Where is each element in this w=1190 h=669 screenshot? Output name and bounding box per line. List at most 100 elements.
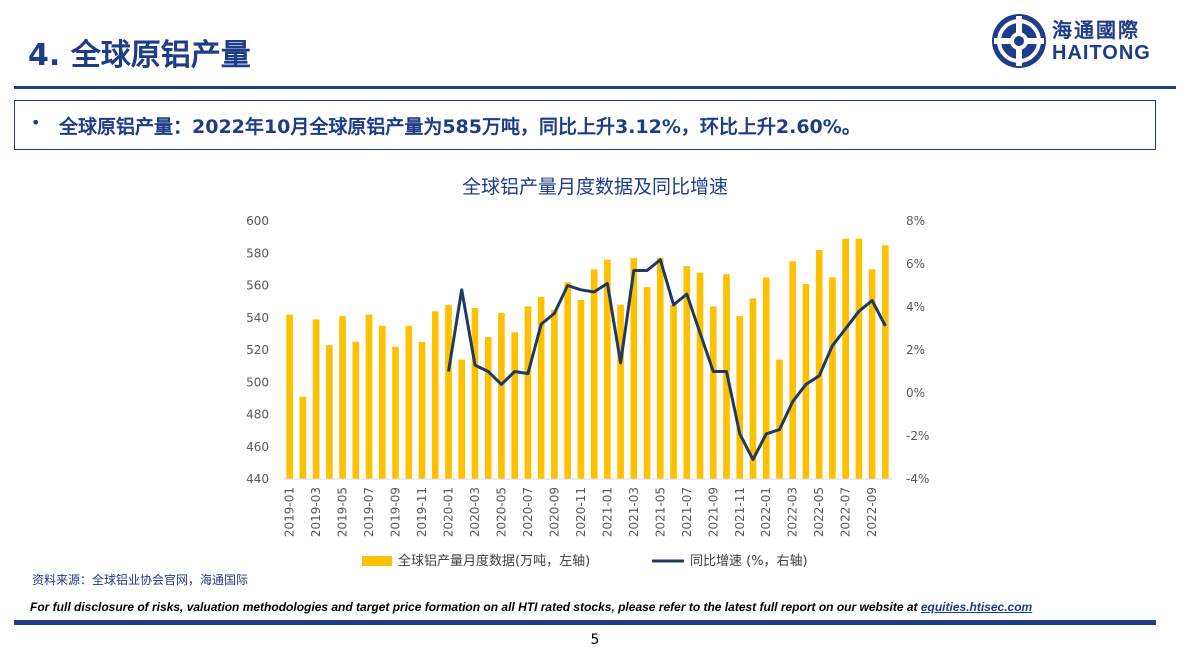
bar-2020-05 bbox=[498, 312, 505, 479]
bar-2020-07 bbox=[524, 306, 532, 479]
x-tick-label: 2022-01 bbox=[759, 487, 773, 537]
bar-2019-09 bbox=[392, 346, 399, 479]
y-left-tick-label: 460 bbox=[246, 440, 269, 454]
title-divider bbox=[14, 86, 1176, 89]
y-left-tick-label: 560 bbox=[246, 279, 269, 293]
bar-2020-09 bbox=[551, 309, 558, 479]
x-tick-label: 2021-07 bbox=[680, 487, 694, 537]
bar-2019-10 bbox=[405, 325, 413, 479]
y-left-tick-label: 580 bbox=[246, 246, 269, 260]
bar-2022-06 bbox=[829, 277, 836, 479]
y-left-tick-label: 500 bbox=[246, 375, 269, 389]
bar-2022-01 bbox=[762, 277, 770, 479]
page-title: 4. 全球原铝产量 bbox=[28, 38, 251, 73]
disclaimer: For full disclosure of risks, valuation … bbox=[30, 600, 1032, 614]
disclaimer-link[interactable]: equities.htisec.com bbox=[920, 600, 1033, 614]
legend-bar-swatch bbox=[362, 556, 392, 566]
bar-2021-04 bbox=[643, 287, 651, 479]
bar-2019-04 bbox=[326, 345, 333, 479]
x-tick-label: 2022-05 bbox=[812, 487, 826, 537]
y-right-tick-label: -2% bbox=[906, 429, 929, 443]
x-tick-label: 2020-01 bbox=[441, 487, 455, 537]
bar-2021-12 bbox=[749, 298, 757, 479]
bar-2022-10 bbox=[882, 245, 889, 479]
bar-2019-02 bbox=[299, 396, 307, 479]
x-tick-label: 2019-11 bbox=[415, 487, 429, 537]
bar-2019-03 bbox=[312, 319, 320, 479]
bar-2020-04 bbox=[484, 337, 492, 479]
bar-2022-07 bbox=[842, 238, 849, 479]
logo-chinese-text: 海通國際 bbox=[1052, 18, 1140, 42]
x-tick-label: 2020-05 bbox=[494, 487, 508, 537]
x-tick-label: 2021-03 bbox=[627, 487, 641, 537]
x-tick-label: 2020-03 bbox=[468, 487, 482, 537]
bar-2020-12 bbox=[590, 269, 598, 479]
bar-2021-03 bbox=[630, 258, 638, 479]
x-tick-label: 2019-07 bbox=[362, 487, 376, 537]
x-tick-label: 2019-03 bbox=[309, 487, 323, 537]
bar-2021-06 bbox=[670, 304, 677, 479]
bar-2020-08 bbox=[537, 296, 545, 479]
haitong-logo: 海通國際 HAITONG bbox=[990, 12, 1170, 72]
y-right-tick-label: 0% bbox=[906, 386, 925, 400]
bar-2020-02 bbox=[458, 359, 466, 479]
yoy-growth-line bbox=[447, 258, 887, 462]
y-right-tick-label: -4% bbox=[906, 472, 929, 486]
bar-2020-10 bbox=[564, 282, 571, 479]
bar-2022-09 bbox=[868, 269, 876, 479]
y-right-tick-label: 2% bbox=[906, 343, 925, 357]
footer-divider bbox=[14, 620, 1156, 625]
y-left-tick-label: 440 bbox=[246, 472, 269, 486]
bar-2019-07 bbox=[365, 314, 373, 479]
summary-text: 全球原铝产量：2022年10月全球原铝产量为585万吨，同比上升3.12%，环比… bbox=[59, 116, 861, 138]
bar-2019-05 bbox=[339, 316, 346, 479]
y-left-tick-label: 600 bbox=[246, 214, 269, 228]
bullet-icon: • bbox=[31, 113, 41, 132]
x-tick-label: 2020-11 bbox=[574, 487, 588, 537]
aluminium-production-chart: 440 460 480 500 520 540 560 580 600 -4% -2% 0% 2% 4% 6… bbox=[246, 214, 929, 569]
page-number: 5 bbox=[590, 632, 600, 648]
bar-2020-06 bbox=[511, 332, 518, 479]
y-left-tick-label: 480 bbox=[246, 408, 269, 422]
disclaimer-text: For full disclosure of risks, valuation … bbox=[30, 600, 921, 614]
x-tick-label: 2021-09 bbox=[706, 487, 720, 537]
x-tick-label: 2019-09 bbox=[389, 487, 403, 537]
bar-2019-12 bbox=[431, 311, 439, 479]
bar-2019-11 bbox=[418, 341, 426, 479]
y-left-tick-label: 540 bbox=[246, 311, 269, 325]
bar-2020-01 bbox=[445, 304, 452, 479]
legend-line-label: 同比增速 (%，右轴) bbox=[690, 554, 808, 569]
bar-2021-08 bbox=[696, 272, 704, 479]
bar-2022-05 bbox=[815, 250, 823, 479]
bar-2021-02 bbox=[617, 304, 624, 479]
bar-2021-09 bbox=[709, 306, 717, 479]
bar-2019-01 bbox=[286, 314, 293, 479]
haitong-logo-icon bbox=[992, 14, 1046, 68]
source-note: 资料来源：全球铝业协会官网，海通国际 bbox=[32, 573, 249, 587]
logo-english-text: HAITONG bbox=[1052, 42, 1151, 64]
x-tick-label: 2021-05 bbox=[653, 487, 667, 537]
bar-2022-02 bbox=[776, 359, 783, 479]
x-tick-label: 2019-01 bbox=[283, 487, 297, 537]
x-tick-label: 2021-01 bbox=[600, 487, 614, 537]
bar-2021-07 bbox=[683, 266, 691, 479]
bar-2021-05 bbox=[657, 258, 664, 479]
y-right-tick-label: 4% bbox=[906, 300, 925, 314]
chart-title: 全球铝产量月度数据及同比增速 bbox=[461, 176, 728, 198]
x-tick-label: 2021-11 bbox=[733, 487, 747, 537]
bar-2021-11 bbox=[736, 316, 744, 479]
x-tick-label: 2022-09 bbox=[865, 487, 879, 537]
bar-2022-08 bbox=[855, 238, 863, 479]
bar-2019-08 bbox=[378, 325, 386, 479]
x-tick-label: 2022-03 bbox=[786, 487, 800, 537]
x-tick-label: 2019-05 bbox=[336, 487, 350, 537]
y-left-tick-label: 520 bbox=[246, 343, 269, 357]
bar-2020-11 bbox=[577, 300, 585, 479]
y-right-tick-label: 8% bbox=[906, 214, 925, 228]
summary-box: • 全球原铝产量：2022年10月全球原铝产量为585万吨，同比上升3.12%，… bbox=[14, 100, 1156, 150]
x-tick-label: 2020-09 bbox=[547, 487, 561, 537]
bar-2020-03 bbox=[471, 308, 479, 479]
x-tick-label: 2020-07 bbox=[521, 487, 535, 537]
y-right-tick-label: 6% bbox=[906, 257, 925, 271]
legend-bar-label: 全球铝产量月度数据(万吨，左轴) bbox=[398, 553, 590, 569]
